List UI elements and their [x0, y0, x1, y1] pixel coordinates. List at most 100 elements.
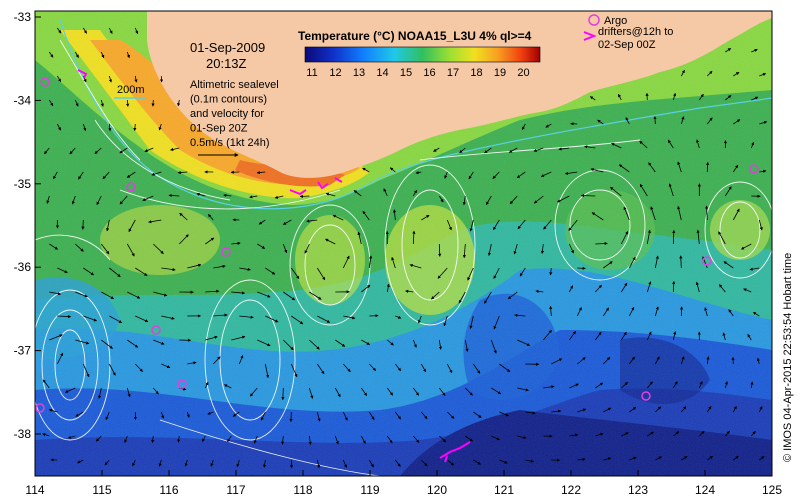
- colorbar-tick-label: 13: [353, 67, 365, 79]
- velocity-arrow: [756, 357, 760, 365]
- velocity-arrow: [569, 433, 579, 437]
- velocity-arrow: [603, 356, 611, 365]
- velocity-arrow: [749, 267, 760, 271]
- velocity-arrow: [568, 243, 574, 254]
- velocity-arrow: [368, 255, 373, 269]
- argo-float-marker: [702, 256, 712, 266]
- velocity-arrow: [667, 139, 674, 149]
- velocity-arrow: [680, 356, 685, 365]
- lat-tick-label: -36: [14, 260, 32, 274]
- velocity-arrow: [153, 243, 164, 255]
- velocity-arrow: [595, 382, 604, 389]
- velocity-arrow: [257, 339, 271, 347]
- velocity-arrow: [207, 214, 214, 221]
- velocity-arrow: [82, 363, 90, 378]
- velocity-arrow: [507, 291, 518, 300]
- velocity-arrow: [540, 171, 552, 177]
- velocity-arrow: [533, 195, 544, 204]
- velocity-arrow: [210, 459, 214, 467]
- velocity-arrow: [564, 171, 578, 175]
- lon-tick-label: 114: [25, 483, 44, 497]
- velocity-arrow: [387, 339, 394, 346]
- velocity-arrow: [499, 459, 508, 464]
- argo-float-marker: [35, 403, 45, 413]
- velocity-arrow: [49, 243, 59, 250]
- velocity-arrow: [625, 117, 630, 125]
- velocity-arrow: [151, 171, 162, 176]
- velocity-arrow: [725, 48, 732, 53]
- velocity-arrow: [282, 219, 292, 225]
- velocity-arrow: [135, 363, 143, 372]
- velocity-arrow: [438, 339, 442, 350]
- velocity-arrow: [391, 256, 396, 269]
- velocity-arrow: [207, 411, 214, 415]
- velocity-arrow: [758, 406, 763, 413]
- velocity-arrow: [205, 237, 215, 245]
- colorbar-tick-label: 15: [400, 67, 412, 79]
- velocity-arrow: [126, 171, 136, 178]
- lon-tick-label: 124: [695, 483, 715, 497]
- velocity-arrow: [128, 219, 136, 233]
- velocity-arrow: [558, 147, 570, 151]
- velocity-arrow: [557, 195, 570, 203]
- velocity-arrow: [249, 195, 258, 199]
- velocity-arrow: [177, 435, 181, 443]
- velocity-arrow: [759, 456, 765, 461]
- velocity-arrow: [202, 435, 206, 442]
- velocity-arrow: [48, 408, 58, 413]
- velocity-arrow: [258, 219, 266, 225]
- velocity-arrow: [213, 356, 221, 365]
- velocity-arrow: [257, 291, 271, 298]
- velocity-arrow: [412, 387, 420, 396]
- lon-tick-label: 118: [293, 483, 312, 497]
- velocity-arrow: [102, 171, 110, 180]
- velocity-arrow: [750, 141, 755, 149]
- velocity-arrow: [104, 459, 110, 466]
- drifter-legend-line-2: 02-Sep 00Z: [598, 39, 656, 51]
- velocity-arrow: [447, 459, 455, 466]
- velocity-arrow: [186, 411, 190, 418]
- velocity-arrow: [290, 363, 298, 378]
- velocity-arrow: [732, 208, 740, 221]
- velocity-arrow: [420, 411, 428, 420]
- velocity-arrow: [249, 387, 258, 397]
- velocity-arrow: [119, 195, 128, 205]
- velocity-arrow: [49, 291, 62, 296]
- velocity-arrow: [335, 339, 346, 347]
- velocity-arrow: [231, 335, 246, 341]
- velocity-arrow: [83, 315, 98, 322]
- velocity-arrow: [629, 406, 637, 413]
- velocity-arrow: [639, 183, 648, 197]
- velocity-arrow: [472, 363, 481, 374]
- velocity-arrow: [83, 267, 95, 276]
- velocity-arrow: [290, 267, 300, 280]
- velocity-arrow: [443, 315, 448, 327]
- velocity-arrow: [535, 289, 544, 293]
- velocity-arrow: [204, 381, 209, 389]
- velocity-arrow: [161, 363, 171, 369]
- velocity-arrow: [758, 219, 763, 231]
- velocity-arrow: [680, 406, 687, 413]
- velocity-arrow: [484, 147, 492, 154]
- velocity-arrow: [82, 123, 87, 132]
- velocity-arrow: [283, 339, 294, 351]
- velocity-arrow: [759, 73, 767, 77]
- velocity-arrow: [282, 243, 288, 254]
- velocity-arrow: [519, 267, 526, 277]
- velocity-arrow: [467, 267, 474, 281]
- velocity-arrow: [673, 431, 680, 437]
- velocity-arrow: [590, 168, 604, 173]
- velocity-arrow: [595, 284, 602, 293]
- velocity-arrow: [109, 267, 121, 278]
- velocity-arrow: [405, 289, 414, 293]
- velocity-arrow: [650, 206, 656, 221]
- velocity-arrow: [473, 459, 482, 465]
- velocity-arrow: [576, 307, 582, 317]
- argo-float-marker: [177, 379, 187, 389]
- velocity-arrow: [81, 219, 85, 230]
- velocity-arrow: [618, 164, 630, 173]
- velocity-arrow: [568, 285, 574, 293]
- velocity-arrow: [213, 313, 228, 317]
- argo-float-marker: [221, 247, 231, 257]
- latitude-axis: -33 -34 -35 -36 -37 -38: [14, 10, 41, 441]
